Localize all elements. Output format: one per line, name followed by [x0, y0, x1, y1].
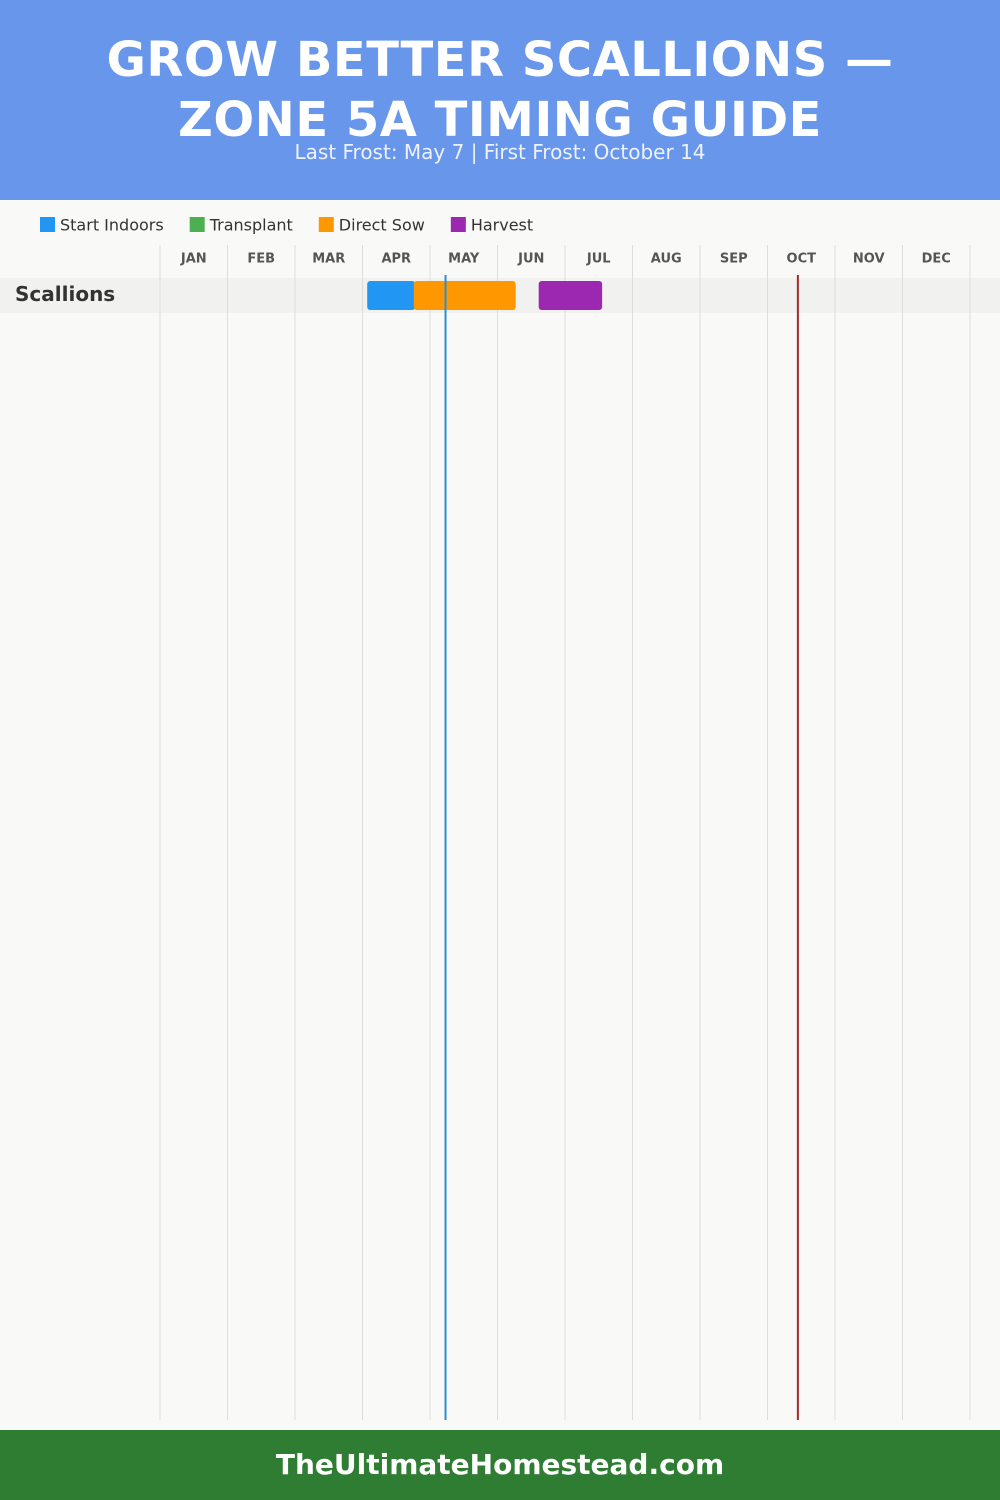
- legend-swatch: [450, 217, 466, 232]
- footer: TheUltimateHomestead.com: [0, 1430, 1000, 1500]
- bar: [413, 281, 516, 310]
- month-label: OCT: [787, 252, 817, 267]
- bar: [538, 281, 603, 310]
- month-label: APR: [381, 252, 411, 267]
- header: GROW BETTER SCALLIONS — ZONE 5A TIMING G…: [0, 0, 1000, 200]
- bar: [367, 281, 416, 310]
- legend-label: Start Indoors: [60, 216, 164, 235]
- legend-swatch: [40, 217, 55, 232]
- month-label: SEP: [720, 252, 748, 267]
- legend-label: Harvest: [471, 216, 533, 235]
- title: GROW BETTER SCALLIONS — ZONE 5A TIMING G…: [106, 32, 894, 148]
- month-label: JUL: [586, 252, 611, 267]
- month-label: JAN: [180, 252, 207, 267]
- legend-swatch: [189, 217, 205, 232]
- month-label: FEB: [247, 252, 275, 267]
- month-label: MAR: [312, 252, 345, 267]
- legend-swatch: [318, 217, 334, 232]
- legend-label: Direct Sow: [339, 216, 425, 235]
- month-label: DEC: [922, 252, 951, 267]
- month-label: JUN: [517, 252, 544, 267]
- legend-label: Transplant: [209, 216, 293, 235]
- month-label: MAY: [448, 252, 480, 267]
- month-label: NOV: [853, 252, 885, 267]
- chart: Start Indoors Transplant Direct Sow Harvest…: [0, 216, 1000, 1420]
- row-label: Scallions: [15, 282, 115, 306]
- subtitle: Last Frost: May 7 | First Frost: October…: [294, 140, 706, 164]
- month-label: AUG: [651, 252, 682, 267]
